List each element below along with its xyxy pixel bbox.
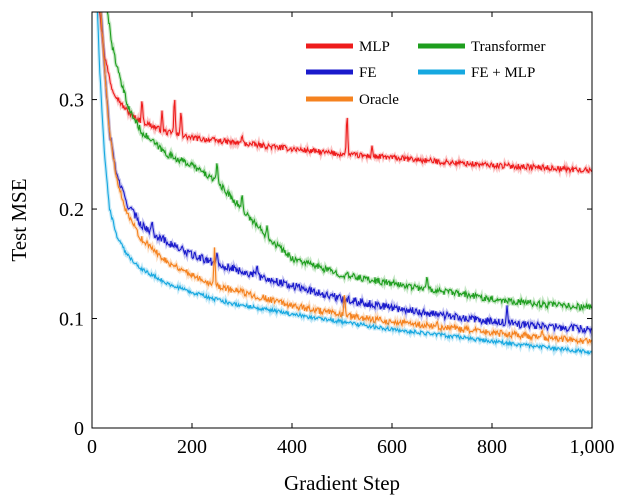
plot-frame: [91, 11, 593, 429]
y-tick-label: 0.1: [59, 309, 84, 331]
x-tick-label: 0: [87, 436, 97, 458]
legend-label: Transformer: [471, 39, 545, 55]
series-line-oracle: [100, 12, 592, 345]
series-line-transformer: [106, 12, 592, 311]
legend-label: MLP: [359, 39, 390, 55]
x-tick-label: 800: [477, 436, 507, 458]
series-line-mlp: [98, 12, 592, 174]
legend: MLP Transformer FE FE + MLP Oracle: [306, 39, 545, 108]
series-band-mlp: [97, 12, 592, 179]
series-line-fe-mlp: [96, 12, 592, 355]
x-tick-label: 600: [377, 436, 407, 458]
x-tick-label: 1,000: [570, 436, 615, 458]
y-axis-label: Test MSE: [7, 178, 31, 261]
y-tick-label: 0.3: [59, 90, 84, 112]
x-axis-label: Gradient Step: [284, 471, 400, 495]
x-tick-label: 200: [177, 436, 207, 458]
y-tick-label: 0.2: [59, 199, 84, 221]
legend-label: FE: [359, 65, 377, 81]
legend-label: Oracle: [359, 92, 399, 108]
series-line-fe: [100, 12, 592, 335]
y-tick-label: 0: [74, 418, 84, 440]
x-tick-label: 400: [277, 436, 307, 458]
legend-label: FE + MLP: [471, 65, 535, 81]
series-layer: [95, 12, 592, 359]
axis-ticks: 0 200 400 600 800 1,000 0 0.1 0.2 0.3: [59, 12, 615, 458]
